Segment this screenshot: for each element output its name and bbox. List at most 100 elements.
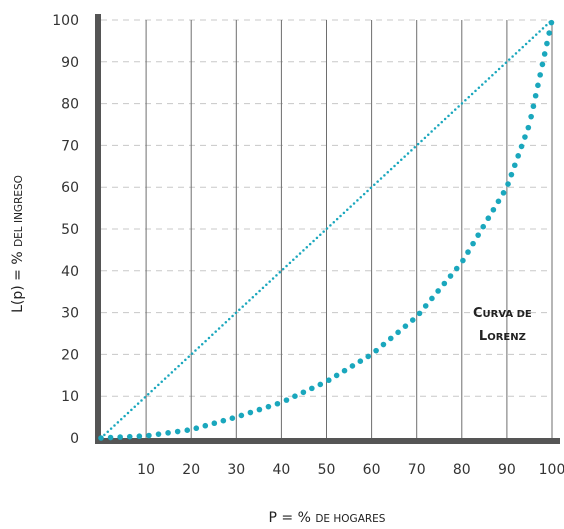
equality-line-dot-60	[302, 249, 305, 252]
lorenz-curve-dot-51	[495, 198, 502, 205]
equality-line-dot-82	[376, 180, 379, 183]
lorenz-curve-dot-46	[470, 240, 476, 247]
y-axis-title: L(p) = % del ingreso	[10, 175, 26, 313]
y-tick-label-60: 60	[61, 180, 79, 196]
equality-line-dot-61	[305, 246, 309, 249]
lorenz-curve-dot-37	[416, 310, 423, 317]
lorenz-curve-dot-69	[548, 19, 555, 26]
x-tick-label-60: 60	[363, 462, 381, 478]
equality-line-dot-18	[160, 380, 163, 383]
equality-line-dot-42	[241, 305, 244, 308]
lorenz-curve-dot-59	[525, 124, 532, 131]
equality-line-dot-87	[393, 164, 396, 168]
x-tick-label-10: 10	[137, 462, 155, 478]
x-axis-title: P = % de hogares	[269, 510, 386, 526]
equality-line-dot-37	[224, 321, 228, 324]
x-tick-label-90: 90	[498, 462, 516, 478]
y-tick-label-90: 90	[61, 55, 79, 71]
equality-line-dot-112	[477, 86, 481, 90]
equality-line-dot-62	[308, 242, 312, 246]
lorenz-curve-dot-3	[126, 433, 133, 440]
equality-line-dot-69	[332, 220, 336, 224]
equality-line-dot-23	[177, 364, 180, 368]
equality-line-dot-38	[227, 317, 231, 321]
lorenz-curve-dot-62	[532, 92, 539, 99]
y-tick-label-0: 0	[70, 431, 79, 447]
y-tick-label-30: 30	[61, 306, 79, 322]
lorenz-curve-dot-64	[537, 72, 543, 78]
lorenz-curve-dot-68	[546, 30, 552, 36]
lorenz-curve-dot-0	[98, 435, 104, 441]
equality-line-dot-44	[248, 299, 251, 302]
equality-line-dot-96	[423, 136, 427, 140]
equality-line-dot-122	[511, 55, 514, 58]
equality-line-dot-80	[369, 186, 373, 190]
equality-line-dot-6	[119, 417, 123, 421]
equality-line-dot-34	[214, 330, 217, 333]
lorenz-curve-dot-40	[435, 288, 441, 294]
equality-line-dot-120	[504, 61, 508, 65]
lorenz-curve-dot-12	[211, 420, 218, 427]
equality-line-dot-66	[322, 230, 325, 233]
equality-line-dot-79	[366, 189, 369, 193]
lorenz-curve-dot-55	[511, 162, 518, 169]
lorenz-curve-dot-57	[518, 143, 525, 150]
equality-line-dot-86	[389, 167, 393, 171]
x-tick-label-70: 70	[408, 462, 426, 478]
lorenz-curve-dot-5	[146, 432, 152, 439]
equality-line-dot-33	[211, 333, 214, 337]
equality-line-dot-114	[484, 80, 487, 83]
lorenz-curve-dot-56	[515, 153, 521, 159]
equality-line-dot-1	[103, 433, 106, 437]
equality-line-dot-128	[531, 36, 535, 40]
equality-line-dot-19	[163, 377, 167, 380]
equality-line-dot-90	[403, 155, 406, 158]
equality-line-dot-35	[217, 327, 221, 330]
equality-line-dot-68	[329, 224, 332, 227]
equality-line-dot-65	[319, 233, 322, 237]
equality-line-dot-97	[427, 133, 430, 136]
lorenz-curve-dot-23	[309, 385, 315, 392]
equality-line-dot-13	[143, 396, 147, 399]
equality-line-dot-39	[231, 314, 234, 318]
equality-line-dot-110	[470, 92, 474, 96]
x-tick-label-50: 50	[318, 462, 336, 478]
equality-line-dot-118	[497, 67, 501, 71]
equality-line-dot-29	[197, 346, 201, 349]
equality-line-dot-10	[133, 405, 136, 408]
lorenz-curve-dot-45	[465, 249, 471, 255]
equality-line-dot-81	[373, 183, 376, 186]
equality-line-dot-3	[109, 427, 113, 430]
lorenz-curve-dot-19	[274, 400, 281, 407]
equality-line-dot-113	[480, 83, 484, 86]
lorenz-curve-dot-29	[357, 358, 364, 364]
x-tick-label-100: 100	[539, 462, 564, 478]
lorenz-curve-dot-41	[441, 280, 448, 287]
equality-line-dot-88	[396, 161, 400, 165]
equality-line-dot-15	[150, 389, 153, 393]
lorenz-curve-dot-60	[528, 113, 534, 120]
equality-line-dot-104	[450, 111, 454, 115]
equality-line-dot-93	[413, 145, 417, 149]
lorenz-curve-dot-66	[541, 51, 548, 57]
y-tick-label-20: 20	[61, 347, 79, 363]
lorenz-curve-dot-18	[265, 403, 272, 410]
equality-line-dot-46	[254, 292, 258, 296]
equality-line-dot-71	[339, 214, 342, 218]
equality-line-dot-72	[342, 211, 346, 215]
equality-line-dot-115	[487, 77, 491, 80]
lorenz-curve-dot-50	[490, 206, 497, 213]
x-tick-label-20: 20	[182, 462, 200, 478]
equality-line-dot-108	[464, 99, 467, 102]
lorenz-curve-dot-39	[429, 295, 435, 302]
equality-line-dot-2	[106, 430, 109, 433]
lorenz-curve-dot-61	[530, 103, 537, 110]
equality-line-dot-49	[265, 283, 268, 287]
equality-line-dot-52	[275, 274, 278, 277]
equality-line-dot-119	[501, 64, 504, 68]
lorenz-curve-dot-34	[395, 329, 401, 336]
lorenz-curve-dot-44	[460, 257, 466, 264]
equality-line-dot-70	[335, 217, 339, 221]
equality-line-dot-76	[356, 199, 359, 202]
